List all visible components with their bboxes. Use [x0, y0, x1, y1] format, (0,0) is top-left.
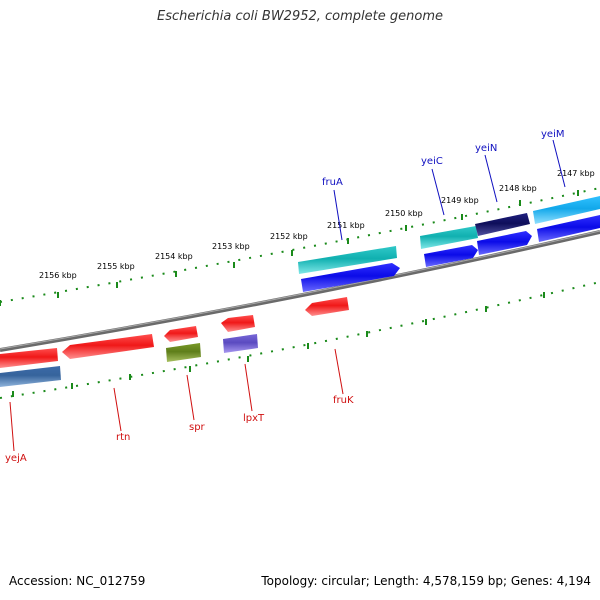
gene-arrow-teal[interactable] — [298, 246, 397, 274]
tick-label: 2154 kbp — [155, 252, 193, 261]
gene-arrow-red[interactable] — [62, 334, 154, 359]
gene-label-rtn[interactable]: rtn — [116, 432, 130, 443]
gene-label-fruK[interactable]: fruK — [333, 395, 354, 406]
tick-label: 2153 kbp — [212, 242, 250, 251]
gene-arrow-olive[interactable] — [166, 343, 201, 362]
gene-label-lpxT[interactable]: lpxT — [243, 413, 265, 424]
tick-label: 2156 kbp — [39, 271, 77, 280]
gene-arrow-blue[interactable] — [424, 245, 478, 267]
gene-arrow-blue[interactable] — [477, 231, 532, 255]
gene-arrow-lavender[interactable] — [223, 334, 258, 353]
accession-text: Accession: NC_012759 — [9, 574, 146, 588]
gene-arrow-steel[interactable] — [0, 366, 61, 387]
tick-label: 2150 kbp — [385, 209, 423, 218]
bottom-callouts — [9, 348, 344, 452]
gene-arrow-sky[interactable] — [533, 196, 600, 224]
gene-arrow-blue[interactable] — [301, 263, 400, 292]
gene-arrow-blue[interactable] — [537, 215, 600, 242]
gene-label-yeiC[interactable]: yeiC — [421, 156, 443, 167]
outer-major-ticks — [0, 190, 579, 306]
genome-backbone — [0, 230, 600, 352]
tick-label: 2155 kbp — [97, 262, 135, 271]
gene-label-spr[interactable]: spr — [189, 422, 206, 433]
tick-label: 2147 kbp — [557, 169, 595, 178]
tick-label: 2152 kbp — [270, 232, 308, 241]
tick-label: 2148 kbp — [499, 184, 537, 193]
tick-label: 2149 kbp — [441, 196, 479, 205]
gene-arrow-red[interactable] — [0, 348, 58, 368]
gene-arrow-red[interactable] — [164, 326, 198, 342]
gene-label-yeiM[interactable]: yeiM — [541, 129, 564, 140]
gene-arrow-navy[interactable] — [475, 213, 530, 236]
gene-arrow-teal[interactable] — [420, 226, 478, 249]
gene-label-yeiN[interactable]: yeiN — [475, 143, 497, 154]
topology-text: Topology: circular; Length: 4,578,159 bp… — [261, 574, 591, 588]
gene-arrow-red[interactable] — [305, 297, 349, 316]
inner-tick-ring — [0, 281, 600, 399]
top-callouts — [333, 139, 566, 241]
gene-arrow-red[interactable] — [221, 315, 255, 332]
gene-label-yejA[interactable]: yejA — [5, 453, 27, 464]
map-title: Escherichia coli BW2952, complete genome — [157, 9, 443, 24]
tick-label: 2151 kbp — [327, 221, 365, 230]
gene-label-fruA[interactable]: fruA — [322, 177, 343, 188]
inner-major-ticks — [12, 292, 545, 397]
